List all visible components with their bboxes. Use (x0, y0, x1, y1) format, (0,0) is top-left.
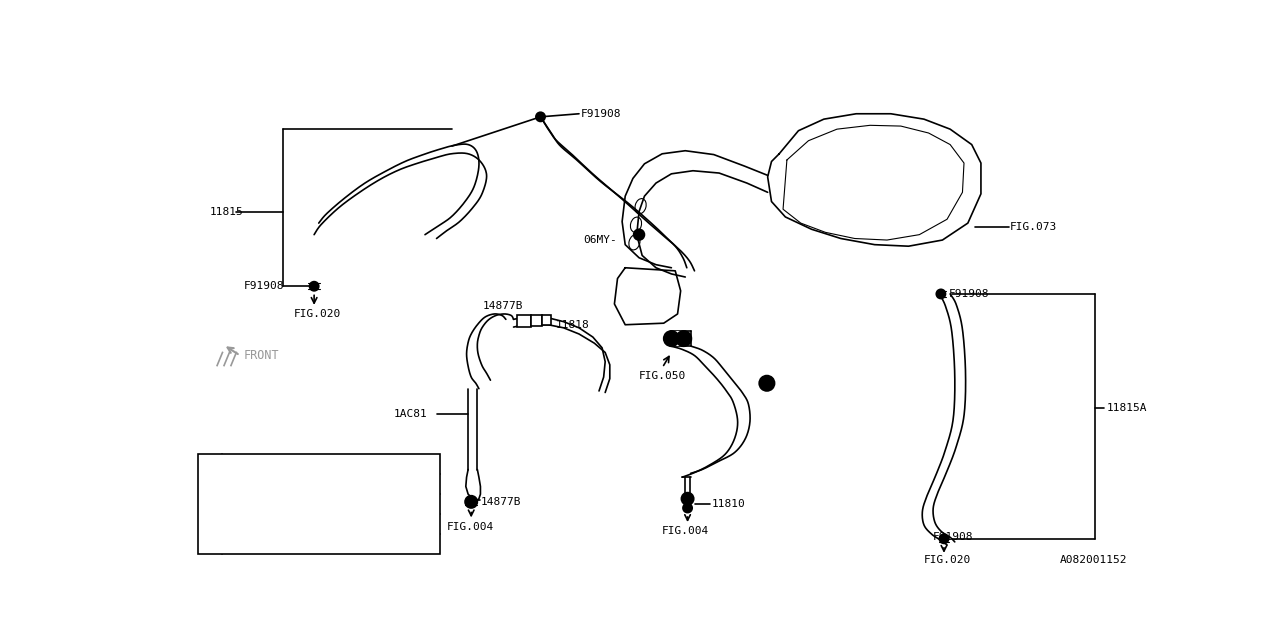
Text: A082001152: A082001152 (1060, 556, 1128, 565)
Text: 11810: 11810 (712, 499, 745, 509)
Text: 1AC81: 1AC81 (394, 409, 428, 419)
Text: 1AD25  <FOR.U5>: 1AD25 <FOR.U5> (227, 539, 320, 549)
Circle shape (202, 497, 218, 512)
Bar (541, 316, 552, 324)
Circle shape (936, 289, 946, 298)
Text: 11815A: 11815A (1106, 403, 1147, 413)
Text: FIG.004: FIG.004 (662, 526, 709, 536)
Circle shape (310, 282, 319, 291)
Text: FIG.004: FIG.004 (447, 522, 494, 532)
Circle shape (676, 331, 691, 346)
Text: F91908: F91908 (948, 289, 989, 299)
Text: 1: 1 (207, 499, 214, 509)
Text: 1AC76  (-'05MY0503): 1AC76 (-'05MY0503) (227, 459, 346, 469)
Text: FIG.073: FIG.073 (1010, 222, 1057, 232)
Bar (517, 315, 531, 327)
Circle shape (536, 112, 545, 122)
Text: 11818: 11818 (556, 320, 590, 330)
Circle shape (759, 376, 774, 391)
Text: F91908: F91908 (933, 532, 974, 542)
Text: ('08MY0702-): ('08MY0702-) (227, 519, 389, 529)
Bar (672, 331, 684, 346)
Text: 14877B: 14877B (480, 497, 521, 507)
Text: FIG.020: FIG.020 (924, 556, 972, 565)
Text: F91908: F91908 (244, 281, 284, 291)
Circle shape (684, 504, 692, 513)
Circle shape (681, 493, 694, 505)
Text: 11815: 11815 (210, 207, 243, 216)
Text: 1AC881 ('06MY0501-'07MY0703): 1AC881 ('06MY0501-'07MY0703) (227, 479, 402, 489)
Text: 14877B: 14877B (483, 301, 524, 311)
Circle shape (634, 229, 644, 240)
Bar (531, 315, 541, 326)
Text: FRONT: FRONT (244, 349, 279, 362)
Text: 06MY-: 06MY- (582, 235, 617, 245)
Circle shape (664, 331, 680, 346)
Text: FIG.050: FIG.050 (639, 371, 686, 381)
Text: 1AC881 <EXC.U5>: 1AC881 <EXC.U5> (227, 499, 320, 509)
Circle shape (465, 495, 477, 508)
Circle shape (940, 534, 948, 543)
Text: F91908: F91908 (581, 109, 621, 119)
Bar (198, 454, 440, 554)
Text: FIG.020: FIG.020 (294, 309, 342, 319)
Text: 1: 1 (764, 378, 771, 388)
